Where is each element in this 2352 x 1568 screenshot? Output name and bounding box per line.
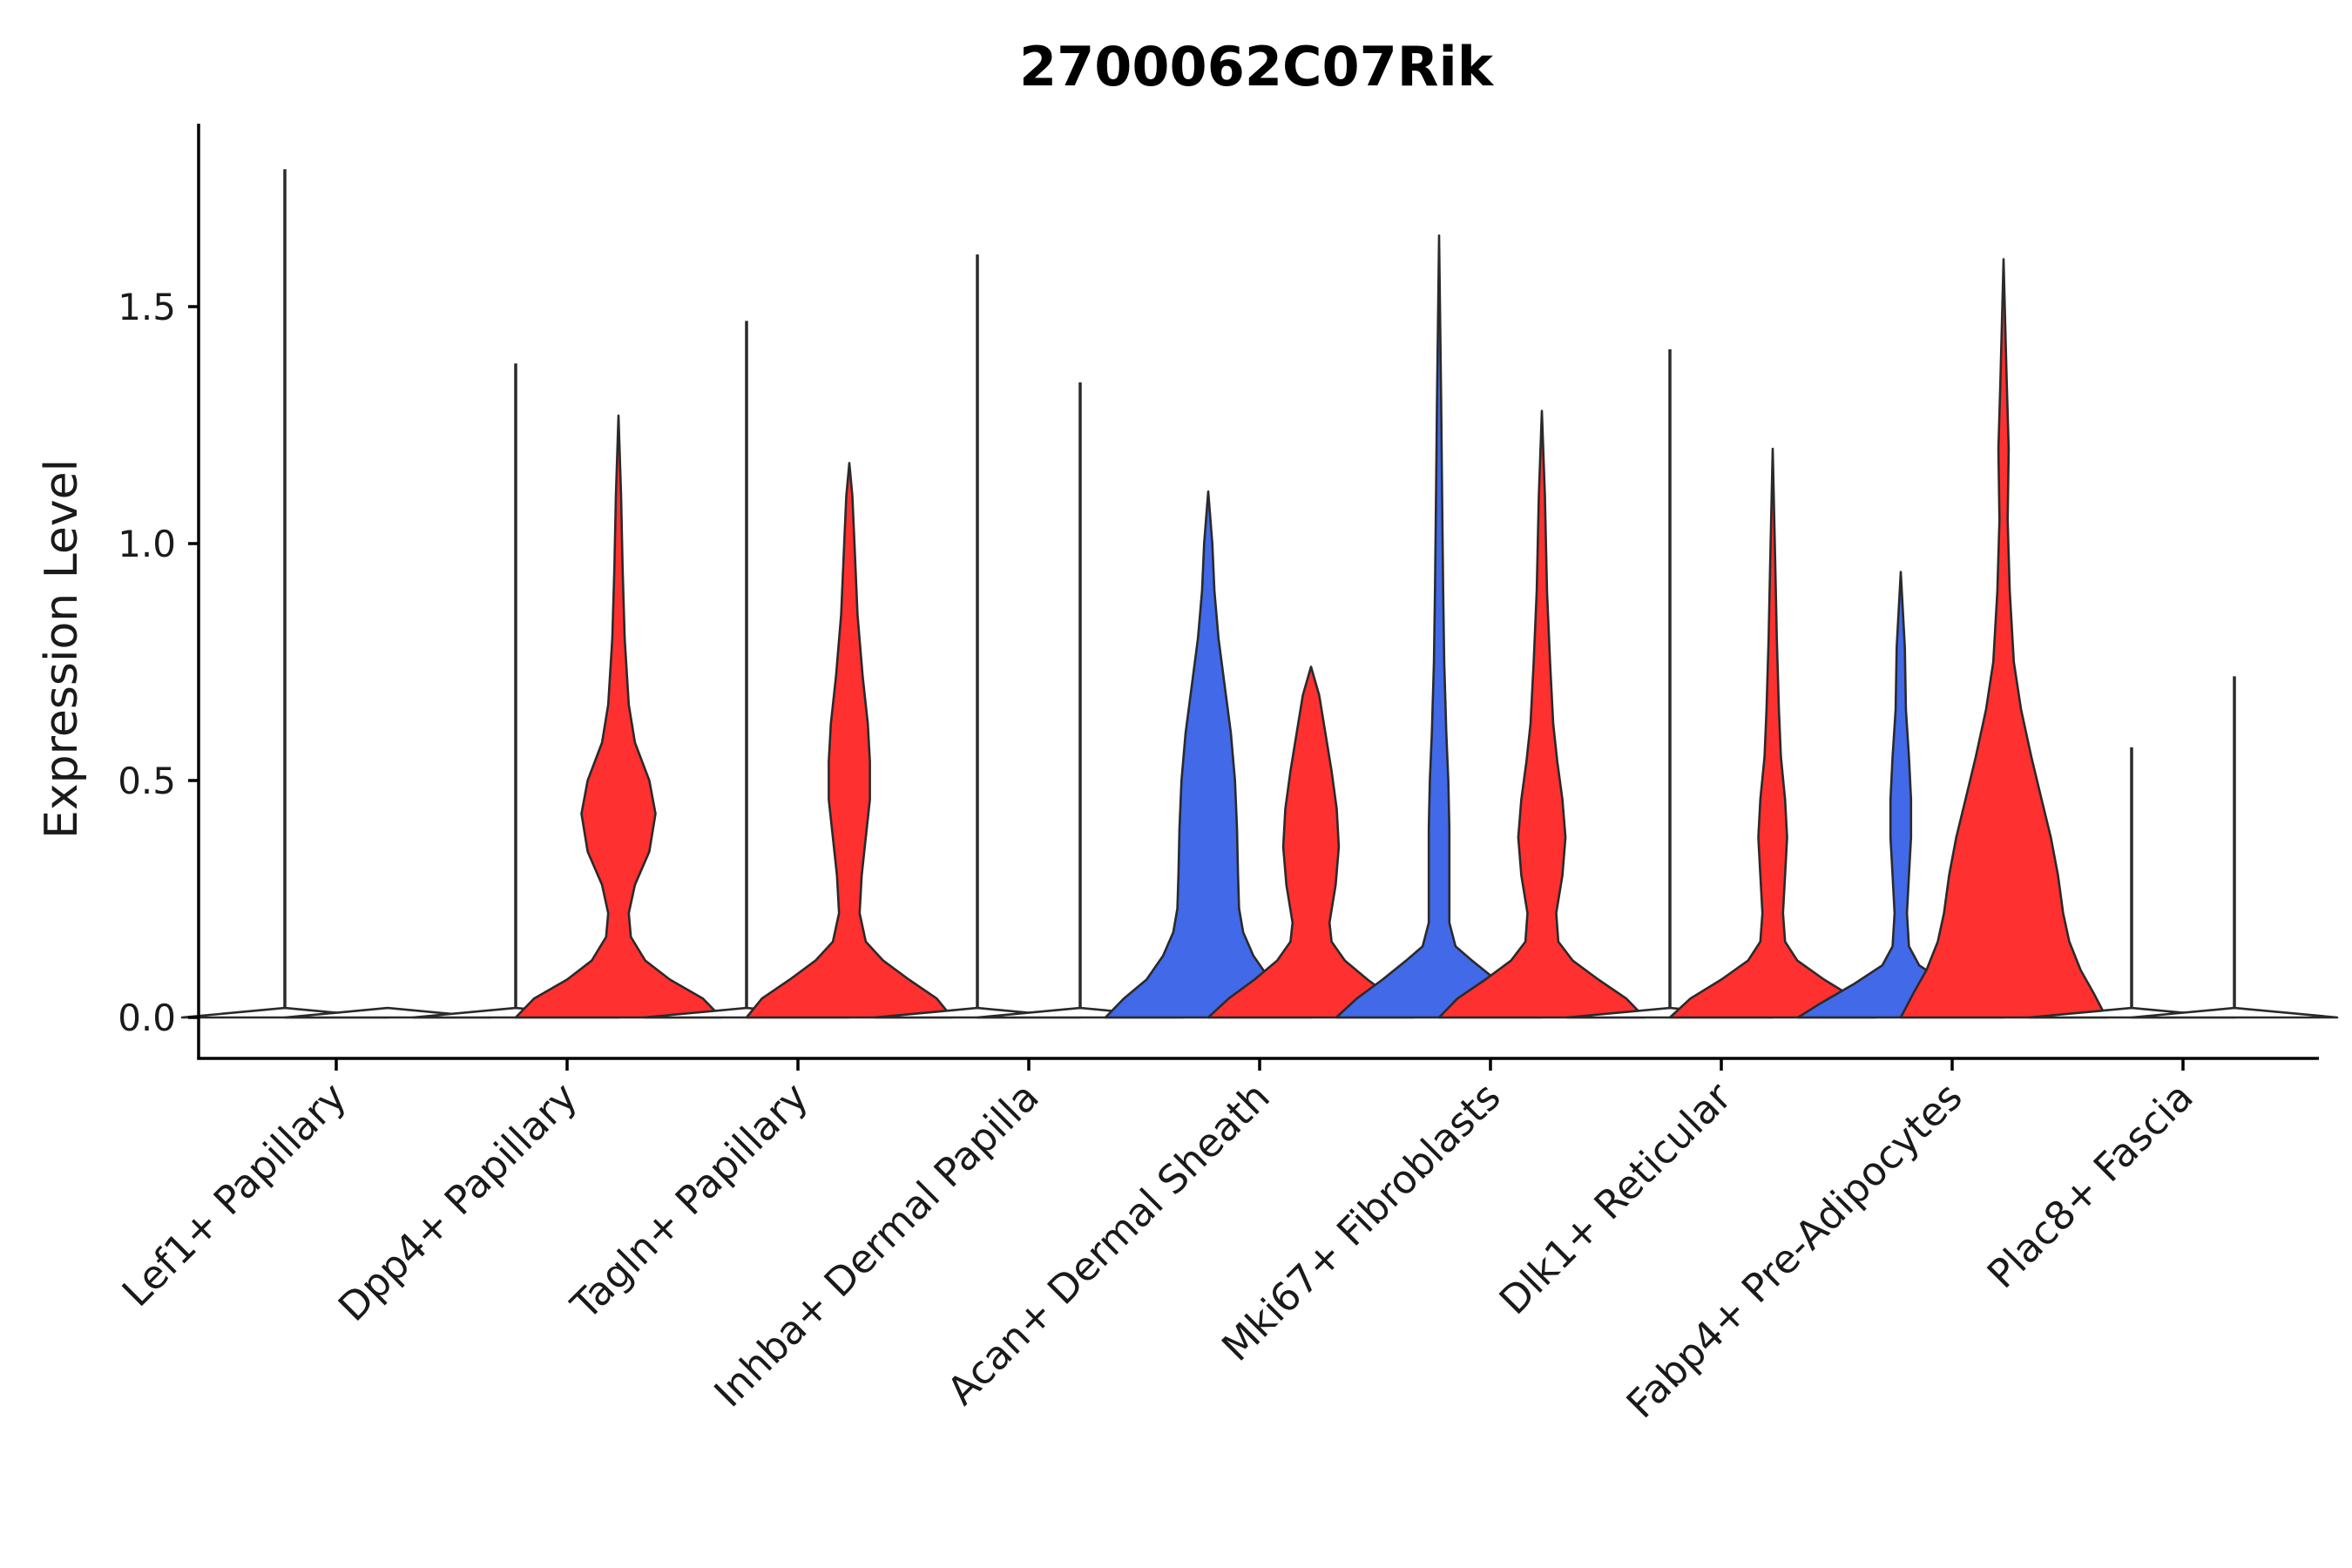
violins-layer [180,169,2339,1019]
violin-acan-dermal-sheath-right [1206,666,1416,1019]
violin-acan-dermal-sheath-left [1104,490,1313,1019]
y-tick-label: 0.5 [118,760,176,802]
y-tick-label: 1.0 [118,523,176,565]
violin-plac8-fascia-right [2130,1006,2339,1019]
axes-layer [197,124,2319,1060]
x-tick-label: Lef1+ Papillary [113,1073,355,1315]
violin-dpp4-papillary-right [514,414,723,1019]
y-tick-label: 0.0 [118,997,176,1039]
x-tick-label: Dpp4+ Papillary [329,1073,586,1330]
x-tick-label: Dlk1+ Reticular [1490,1073,1740,1323]
violin-tagln-papillary-right [745,462,954,1019]
x-tick-label: Tagln+ Papillary [562,1073,817,1328]
violin-fabp4-pre-adipocytes-right [1899,258,2108,1019]
violin-mki67-fibroblasts-right [1437,409,1646,1019]
violin-fabp4-pre-adipocytes-left [1796,571,2005,1019]
x-tick-label: Plac8+ Fascia [1978,1073,2202,1297]
y-tick-label: 1.5 [118,286,176,328]
violin-mki67-fibroblasts-left [1335,234,1544,1019]
chart-title: 2700062C07Rik [1019,35,1495,98]
y-ticks: 0.0 0.5 1.0 1.5 [118,286,199,1039]
violin-dlk1-reticular-right [1668,447,1877,1019]
y-axis-label: Expression Level [36,459,88,839]
